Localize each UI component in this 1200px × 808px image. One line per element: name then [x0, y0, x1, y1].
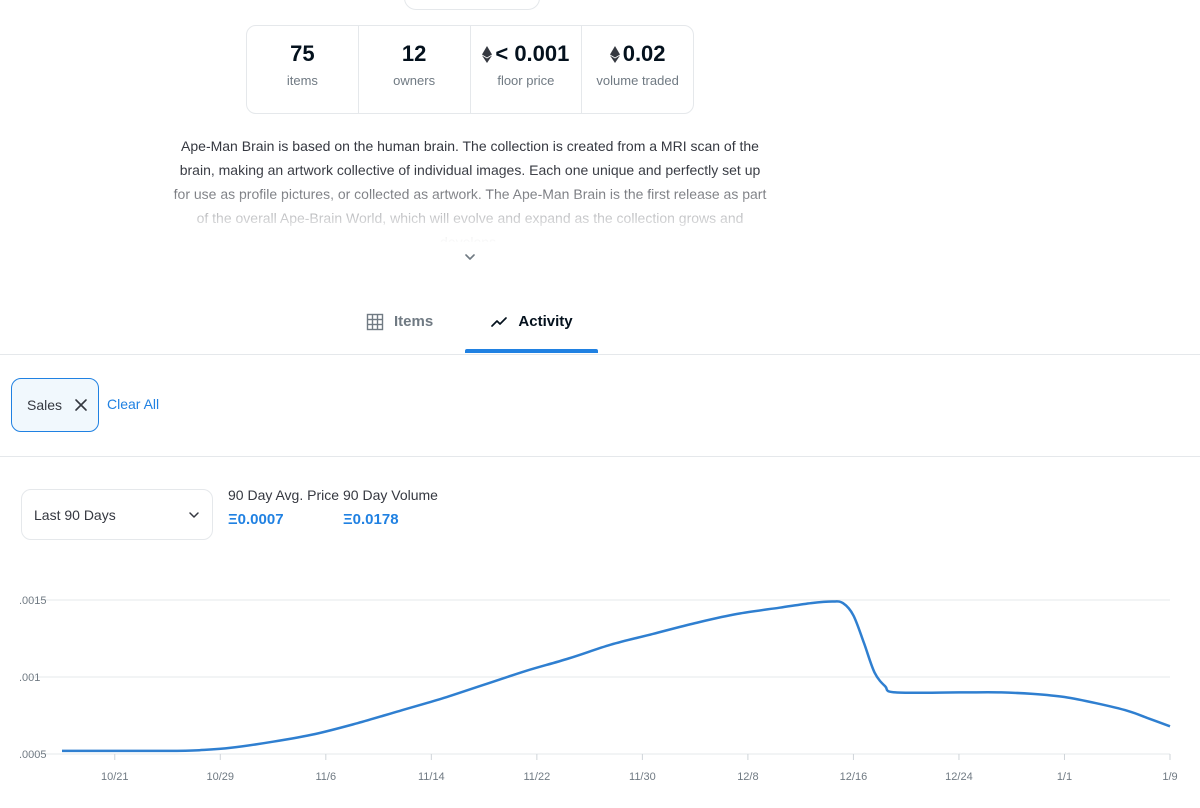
avg-price-metric: 90 Day Avg. Price Ξ0.0007	[228, 487, 339, 528]
grid-icon	[366, 313, 384, 330]
avg-price-value: Ξ0.0007	[228, 511, 284, 528]
x-tick-label: 11/14	[418, 771, 445, 783]
stat-value: 0.02	[622, 41, 666, 66]
collection-pill[interactable]	[404, 0, 540, 10]
stat-value: < 0.001	[495, 41, 570, 66]
x-tick-label: 12/8	[737, 771, 758, 783]
clear-all-link[interactable]: Clear All	[107, 396, 160, 412]
stat-value: 75	[290, 41, 315, 66]
x-tick-label: 10/29	[207, 771, 235, 783]
description-fade	[170, 170, 770, 245]
price-series-line	[62, 600, 1171, 753]
x-tick-label: 12/16	[840, 771, 868, 783]
tab-activity[interactable]: Activity	[465, 290, 598, 353]
y-tick-label: .0015	[19, 595, 47, 607]
volume-value: Ξ0.0178	[343, 511, 399, 528]
avg-price-label: 90 Day Avg. Price	[228, 487, 340, 503]
price-history-chart: .0015 .001 .0005 10/21 10/29 11/6 11/14 11/22 11…	[19, 595, 1178, 783]
x-tick-label: 1/1	[1057, 771, 1072, 783]
stat-floor-price[interactable]: < 0.001 floor price	[471, 26, 583, 113]
ethereum-icon	[482, 45, 493, 63]
volume-label: 90 Day Volume	[343, 487, 438, 503]
activity-chart-icon	[491, 316, 508, 327]
volume-metric: 90 Day Volume Ξ0.0178	[343, 487, 438, 528]
x-tick-label: 1/9	[1162, 771, 1177, 783]
x-tick-label: 11/30	[629, 771, 656, 783]
stat-label: volume traded	[596, 73, 679, 88]
y-tick-label: .001	[19, 672, 40, 684]
tab-label: Items	[394, 313, 434, 330]
chevron-down-icon	[189, 511, 199, 518]
period-select-value: Last 90 Days	[34, 506, 116, 523]
section-divider	[0, 456, 1200, 457]
ethereum-icon	[609, 45, 620, 63]
tab-items[interactable]: Items	[366, 290, 433, 353]
active-tab-indicator	[465, 349, 598, 353]
stat-label: items	[286, 73, 318, 88]
stat-value: 12	[401, 41, 427, 66]
tab-bar: Items Activity	[0, 290, 1200, 355]
x-tick-label: 11/22	[523, 771, 550, 783]
x-tick-label: 11/6	[316, 771, 337, 783]
close-icon[interactable]	[74, 398, 88, 412]
stat-label: owners	[393, 73, 436, 88]
x-tick-label: 12/24	[945, 771, 973, 783]
chevron-down-icon[interactable]	[463, 250, 477, 264]
stat-label: floor price	[497, 73, 555, 88]
x-tick-label: 10/21	[101, 771, 129, 783]
filter-chip-sales[interactable]: Sales	[11, 378, 99, 432]
y-tick-label: .0005	[19, 749, 47, 761]
stat-owners[interactable]: 12 owners	[359, 26, 471, 113]
stat-items[interactable]: 75 items	[247, 26, 359, 113]
period-select[interactable]: Last 90 Days	[21, 489, 213, 540]
stat-volume-traded[interactable]: 0.02 volume traded	[582, 26, 693, 113]
tab-label: Activity	[518, 313, 573, 330]
filter-chip-label: Sales	[27, 397, 63, 413]
collection-stats: 75 items 12 owners < 0.001 floor price 0…	[246, 25, 694, 114]
